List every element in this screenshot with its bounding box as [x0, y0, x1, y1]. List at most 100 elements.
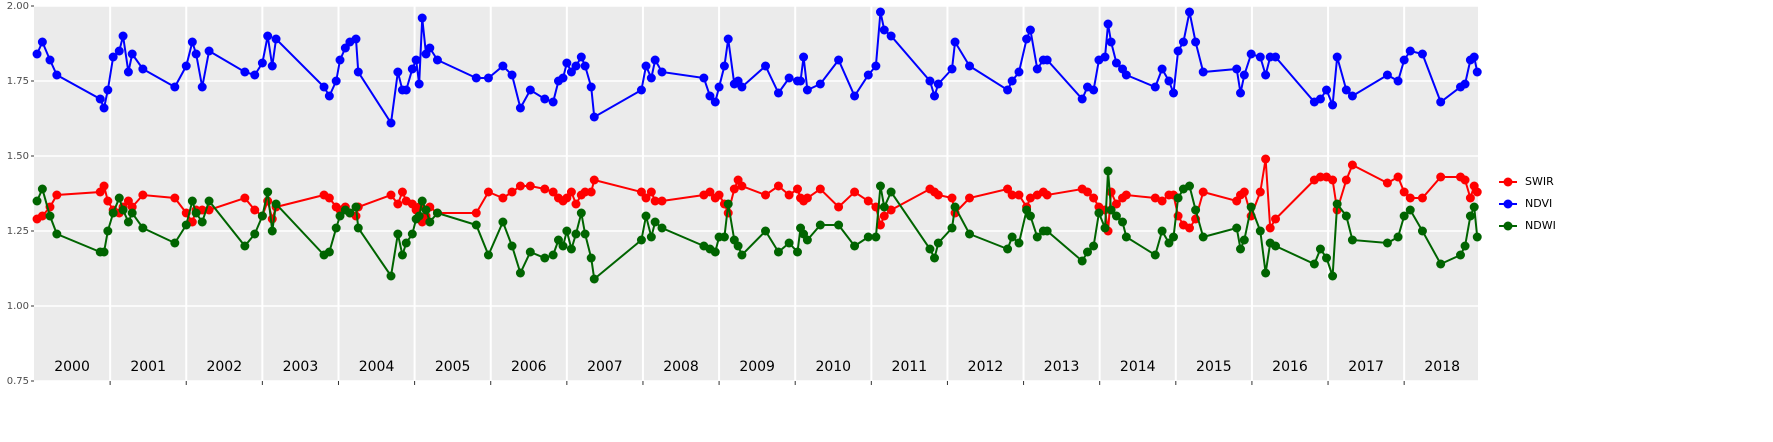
point — [425, 43, 435, 53]
point — [1042, 226, 1052, 236]
point — [1347, 160, 1357, 170]
point — [138, 223, 148, 233]
point — [1472, 67, 1482, 77]
point — [641, 193, 651, 203]
point — [515, 103, 525, 113]
point — [761, 226, 771, 236]
x-tick-label: 2018 — [1424, 359, 1460, 375]
point — [773, 181, 783, 191]
point — [123, 67, 133, 77]
x-tick-label: 2014 — [1120, 359, 1156, 375]
point — [1077, 256, 1087, 266]
x-tick-label: 2017 — [1348, 359, 1384, 375]
point — [1472, 232, 1482, 242]
point — [507, 187, 517, 197]
legend-label: NDVI — [1525, 197, 1552, 210]
point — [118, 31, 128, 41]
point — [875, 220, 885, 230]
point — [32, 196, 42, 206]
point — [471, 208, 481, 218]
point — [1405, 205, 1415, 215]
point — [204, 46, 214, 56]
point — [471, 220, 481, 230]
point — [646, 73, 656, 83]
point — [127, 49, 137, 59]
point — [1382, 238, 1392, 248]
point — [1255, 226, 1265, 236]
point — [1022, 34, 1032, 44]
point — [1460, 175, 1470, 185]
point — [1436, 97, 1446, 107]
point — [345, 208, 355, 218]
point — [393, 229, 403, 239]
point — [1007, 190, 1017, 200]
point — [1393, 232, 1403, 242]
point — [1315, 94, 1325, 104]
point — [1103, 166, 1113, 176]
point — [1399, 55, 1409, 65]
point — [99, 247, 109, 257]
point — [562, 58, 572, 68]
point — [103, 85, 113, 95]
point — [1191, 37, 1201, 47]
x-tick-label: 2004 — [359, 359, 395, 375]
y-tick-label: 1.50 — [7, 151, 29, 162]
point — [507, 70, 517, 80]
point — [1341, 175, 1351, 185]
point — [1271, 241, 1281, 251]
point — [705, 91, 715, 101]
point — [1393, 172, 1403, 182]
point — [1198, 67, 1208, 77]
point — [353, 223, 363, 233]
x-tick-label: 2012 — [968, 359, 1004, 375]
point — [267, 61, 277, 71]
point — [710, 97, 720, 107]
point — [432, 208, 442, 218]
point — [773, 247, 783, 257]
point — [875, 181, 885, 191]
point — [1157, 226, 1167, 236]
point — [257, 211, 267, 221]
point — [580, 61, 590, 71]
point — [1111, 199, 1121, 209]
point — [1347, 235, 1357, 245]
point — [397, 250, 407, 260]
point — [1405, 193, 1415, 203]
point — [879, 211, 889, 221]
point — [1083, 187, 1093, 197]
point — [576, 208, 586, 218]
point — [99, 103, 109, 113]
point — [471, 73, 481, 83]
legend-key — [1503, 221, 1513, 231]
point — [525, 247, 535, 257]
point — [737, 181, 747, 191]
point — [879, 25, 889, 35]
point — [571, 61, 581, 71]
point — [1382, 70, 1392, 80]
point — [558, 73, 568, 83]
point — [414, 79, 424, 89]
point — [181, 220, 191, 230]
point — [1341, 85, 1351, 95]
point — [641, 61, 651, 71]
point — [1185, 7, 1195, 17]
point — [401, 238, 411, 248]
point — [37, 37, 47, 47]
point — [45, 55, 55, 65]
point — [933, 238, 943, 248]
point — [1014, 67, 1024, 77]
point — [250, 70, 260, 80]
point — [1417, 193, 1427, 203]
point — [1173, 193, 1183, 203]
point — [1025, 25, 1035, 35]
point — [1191, 205, 1201, 215]
point — [1328, 100, 1338, 110]
point — [705, 187, 715, 197]
point — [324, 247, 334, 257]
point — [257, 58, 267, 68]
point — [965, 229, 975, 239]
point — [1150, 250, 1160, 260]
point — [393, 67, 403, 77]
point — [103, 196, 113, 206]
point — [331, 76, 341, 86]
